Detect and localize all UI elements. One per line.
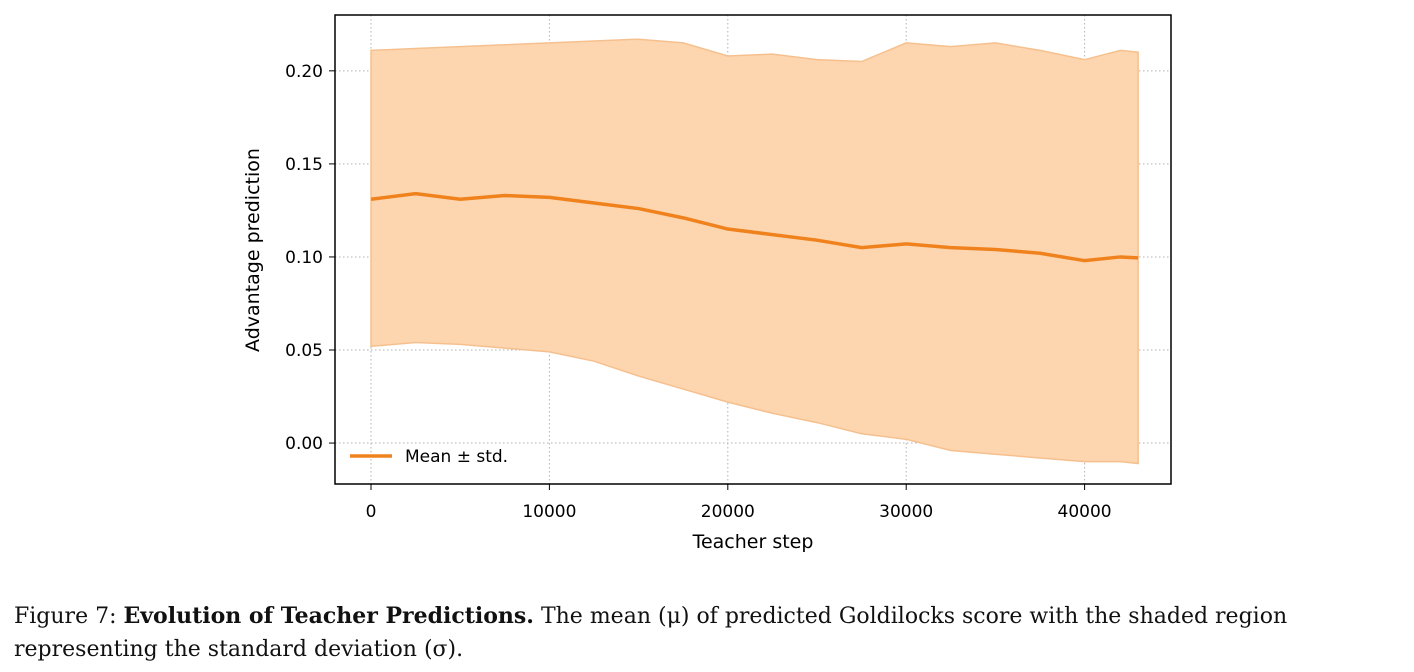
- legend-label: Mean ± std.: [405, 447, 508, 467]
- x-tick-label: 20000: [701, 502, 755, 522]
- caption-title: Evolution of Teacher Predictions.: [123, 603, 534, 629]
- std-band: [370, 38, 1139, 465]
- ticks: 0 10000 20000 30000 40000 0.00 0.05 0.10 0.15 0.2…: [285, 62, 1112, 522]
- y-tick-label: 0.05: [285, 341, 323, 361]
- figure-caption: Figure 7: Evolution of Teacher Predictio…: [14, 600, 1404, 666]
- chart: 0 10000 20000 30000 40000 0.00 0.05 0.10 0.15 0.2…: [242, 14, 1172, 553]
- caption-label: Figure 7:: [14, 604, 117, 629]
- legend: Mean ± std.: [350, 447, 508, 467]
- plot-frame: [334, 14, 1172, 485]
- mean-line: [370, 191, 1139, 263]
- x-axis-label: Teacher step: [692, 531, 814, 553]
- x-tick-label: 40000: [1058, 502, 1112, 522]
- y-axis-label: Advantage prediction: [242, 148, 264, 352]
- caption-text: The mean (μ) of predicted Goldilocks sco…: [14, 604, 1288, 662]
- y-tick-label: 0.10: [285, 248, 323, 268]
- x-tick-label: 10000: [522, 502, 576, 522]
- y-tick-label: 0.15: [285, 155, 323, 175]
- y-tick-label: 0.00: [285, 434, 323, 454]
- x-tick-label: 30000: [879, 502, 933, 522]
- y-tick-label: 0.20: [285, 62, 323, 82]
- x-tick-label: 0: [366, 502, 377, 522]
